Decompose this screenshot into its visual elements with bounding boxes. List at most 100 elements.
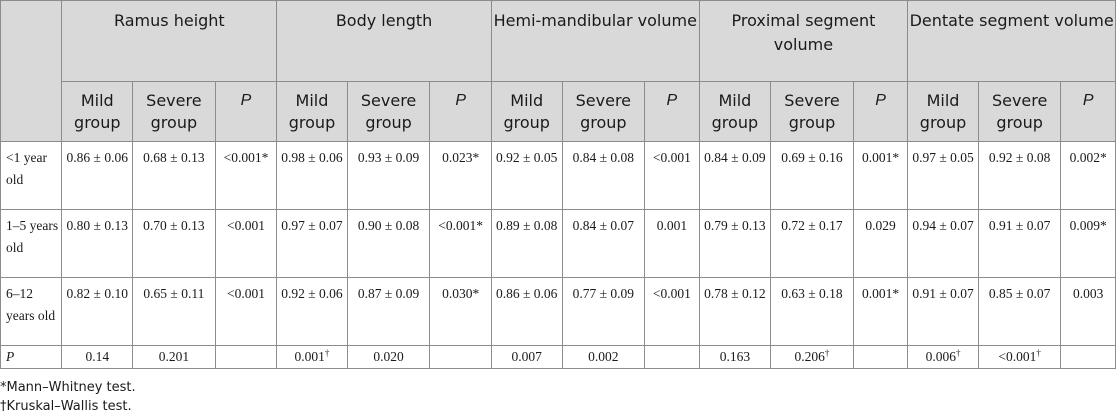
p-header: P (429, 81, 492, 142)
p-header: P (214, 81, 278, 142)
cell-value: 0.007 (511, 349, 542, 364)
data-cell: 0.80 ± 0.13 (61, 209, 134, 278)
data-cell: 0.14 (61, 345, 134, 369)
data-cell: 0.98 ± 0.06 (276, 141, 348, 210)
results-table: Ramus height Body length Hemi-mandibular… (0, 0, 1116, 369)
data-cell: 0.001* (852, 141, 909, 210)
data-cell (214, 345, 278, 369)
footnote-marker: † (824, 348, 830, 358)
cell-value: 0.006 (925, 349, 956, 364)
table-row: 1–5 years old 0.80 ± 0.13 0.70 ± 0.13 <0.00… (0, 209, 1116, 278)
data-cell: 0.86 ± 0.06 (61, 141, 134, 210)
data-cell: 0.023* (429, 141, 492, 210)
cell-value: <0.001* (438, 218, 484, 233)
data-cell: 0.001† (276, 345, 348, 369)
cell-value: 0.72 ± 0.17 (781, 218, 843, 233)
data-cell: 0.85 ± 0.07 (977, 277, 1062, 346)
data-cell: 0.77 ± 0.09 (561, 277, 646, 346)
cell-value: 0.201 (158, 349, 190, 364)
data-cell: 0.70 ± 0.13 (132, 209, 216, 278)
cell-value: <0.001 (226, 218, 265, 233)
cell-value: 0.023* (442, 150, 480, 165)
cell-value: 0.97 ± 0.05 (912, 150, 974, 165)
cell-value: 0.001 (656, 218, 688, 233)
cell-value: 0.90 ± 0.08 (357, 218, 420, 233)
data-cell: 0.001* (852, 277, 909, 346)
group-header: Body length (276, 0, 492, 82)
data-cell: <0.001 (644, 141, 700, 210)
data-cell: 0.93 ± 0.09 (346, 141, 431, 210)
data-cell (644, 345, 700, 369)
row-label: 6–12 years old (0, 277, 63, 346)
data-cell: 0.92 ± 0.08 (977, 141, 1062, 210)
p-header: P (852, 81, 909, 142)
data-cell: 0.68 ± 0.13 (132, 141, 216, 210)
data-cell: <0.001* (214, 141, 278, 210)
cell-value: 0.63 ± 0.18 (781, 286, 843, 301)
cell-value: <0.001 (998, 349, 1037, 364)
footnote-marker: † (955, 348, 961, 358)
cell-value: 0.78 ± 0.12 (704, 286, 766, 301)
cell-value: 0.002 (588, 349, 619, 364)
data-cell: 0.002 (561, 345, 646, 369)
p-header: P (1060, 81, 1116, 142)
cell-value: 0.14 (85, 349, 110, 364)
footnote-kruskal-wallis: †Kruskal–Wallis test. (0, 399, 132, 414)
data-cell: 0.201 (132, 345, 216, 369)
data-cell: 0.63 ± 0.18 (770, 277, 854, 346)
cell-value: 0.030* (442, 286, 480, 301)
cell-value: 0.84 ± 0.07 (572, 218, 635, 233)
footnote-marker: † (324, 348, 330, 358)
data-cell: 0.92 ± 0.06 (276, 277, 348, 346)
cell-value: 0.98 ± 0.06 (281, 150, 343, 165)
row-label: 1–5 years old (0, 209, 63, 278)
cell-value: 0.77 ± 0.09 (572, 286, 635, 301)
cell-value: 0.82 ± 0.10 (66, 286, 128, 301)
data-cell: 0.82 ± 0.10 (61, 277, 134, 346)
data-cell: 0.029 (852, 209, 909, 278)
data-cell: 0.84 ± 0.09 (698, 141, 772, 210)
cell-value: 0.79 ± 0.13 (704, 218, 766, 233)
cell-value: 0.003 (1073, 286, 1104, 301)
data-cell: 0.009* (1060, 209, 1116, 278)
cell-value: 0.206 (794, 349, 825, 364)
data-cell: 0.91 ± 0.07 (977, 209, 1062, 278)
table-row: 6–12 years old 0.82 ± 0.10 0.65 ± 0.11 <0.0… (0, 277, 1116, 346)
data-cell: <0.001 (214, 209, 278, 278)
cell-value: 0.001* (861, 150, 900, 165)
cell-value: 0.86 ± 0.06 (66, 150, 128, 165)
data-cell: 0.97 ± 0.07 (276, 209, 348, 278)
data-cell: <0.001 (214, 277, 278, 346)
data-cell (1060, 345, 1116, 369)
data-cell: 0.002* (1060, 141, 1116, 210)
mild-group-header: Mild group (61, 81, 134, 142)
data-cell: 0.020 (346, 345, 431, 369)
footnote-marker: † (1036, 348, 1041, 358)
table-header: Ramus height Body length Hemi-mandibular… (0, 0, 1116, 142)
cell-value: 0.91 ± 0.07 (912, 286, 974, 301)
cell-value: 0.65 ± 0.11 (143, 286, 205, 301)
cell-value: 0.84 ± 0.09 (704, 150, 766, 165)
data-cell: 0.94 ± 0.07 (907, 209, 979, 278)
cell-value: 0.84 ± 0.08 (572, 150, 635, 165)
data-cell: <0.001* (429, 209, 492, 278)
cell-value: 0.85 ± 0.07 (988, 286, 1051, 301)
p-value-row: P 0.14 0.201 0.001† 0.020 0.007 0.002 0.163 0.20… (0, 345, 1116, 369)
group-header: Ramus height (61, 0, 278, 82)
table-body: <1 year old 0.86 ± 0.06 0.68 ± 0.13 <0.001*… (0, 141, 1116, 369)
data-cell: 0.030* (429, 277, 492, 346)
data-cell: 0.163 (698, 345, 772, 369)
row-label: P (0, 345, 63, 369)
group-header: Proximal segment volume (698, 0, 909, 82)
severe-group-header: Severe group (977, 81, 1062, 142)
severe-group-header: Severe group (132, 81, 216, 142)
data-cell: 0.001 (644, 209, 700, 278)
cell-value: 0.91 ± 0.07 (988, 218, 1051, 233)
results-table-container: Ramus height Body length Hemi-mandibular… (0, 0, 1116, 369)
cell-value: <0.001 (652, 150, 691, 165)
cell-value: 0.92 ± 0.06 (281, 286, 343, 301)
cell-value: 0.93 ± 0.09 (357, 150, 420, 165)
mild-group-header: Mild group (276, 81, 348, 142)
cell-value: 0.87 ± 0.09 (357, 286, 420, 301)
subheader-row: Mild group Severe group P Mild group Sev… (1, 81, 1116, 142)
